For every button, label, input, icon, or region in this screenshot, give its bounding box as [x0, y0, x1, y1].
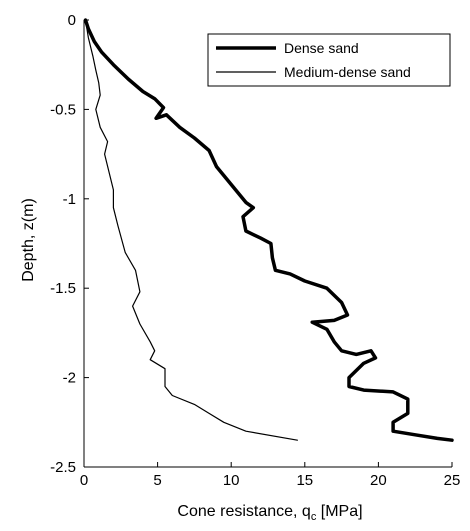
series-layer	[83, 18, 454, 442]
x-axis-label-main: Cone resistance, q	[177, 503, 310, 520]
x-axis-label-subscript: c	[311, 511, 317, 523]
x-tick-label: 20	[370, 472, 387, 489]
x-tick-label: 15	[296, 472, 313, 489]
y-tick-label: -0.5	[50, 101, 76, 118]
x-axis-label-unit: [MPa]	[316, 503, 362, 520]
axes-layer	[83, 20, 452, 468]
legend-box	[207, 33, 451, 87]
series-line-medium-dense-sand	[84, 19, 298, 441]
y-axis-label: Depth, z(m)	[20, 198, 37, 282]
legend-label-medium-dense-sand: Medium-dense sand	[284, 64, 411, 80]
y-tick-label: -1	[63, 191, 76, 208]
x-tick-label: 0	[80, 472, 88, 489]
x-tick-label: 5	[153, 472, 161, 489]
x-axis-label: Cone resistance, qc [MPa]	[177, 503, 362, 523]
y-tick-label: -2.5	[50, 459, 76, 476]
series-line-dense-sand	[83, 18, 454, 442]
y-tick-label: -2	[63, 370, 76, 387]
x-tick-label: 25	[444, 472, 461, 489]
y-tick-label: 0	[68, 12, 76, 29]
x-tick-label: 10	[223, 472, 240, 489]
y-tick-label: -1.5	[50, 280, 76, 297]
legend-label-dense-sand: Dense sand	[284, 40, 359, 56]
ticks-layer: 0 5 10 15 20 25 0 -0.5 -1 -1.5 -2 -2.5	[50, 12, 460, 489]
legend: Dense sand Medium-dense sand	[207, 33, 451, 87]
